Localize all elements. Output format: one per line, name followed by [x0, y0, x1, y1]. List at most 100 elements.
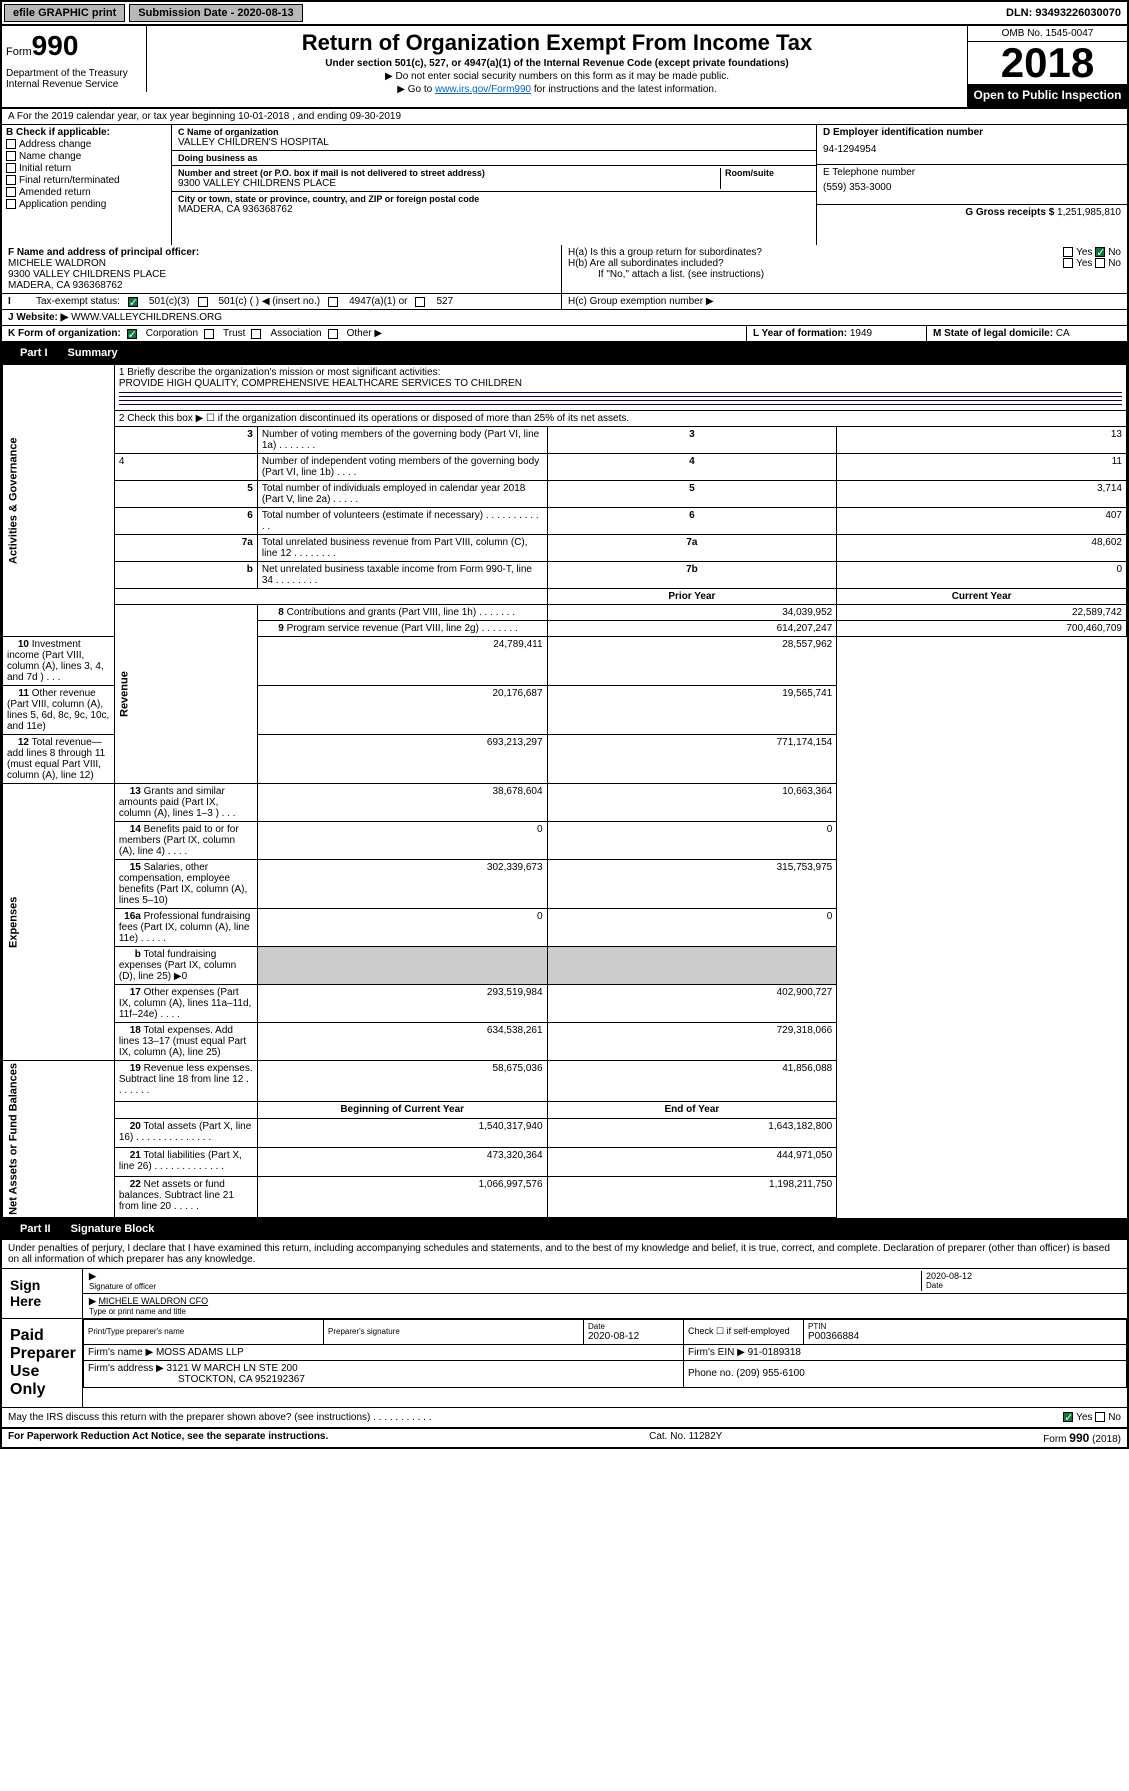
chk-trust[interactable] [204, 329, 214, 339]
chk-amended[interactable]: Amended return [6, 187, 167, 198]
main-title: Return of Organization Exempt From Incom… [155, 30, 959, 56]
chk-assoc[interactable] [251, 329, 261, 339]
ptin-label: PTIN [808, 1322, 1122, 1331]
hb-note: If "No," attach a list. (see instruction… [568, 269, 1121, 280]
street-address: 9300 VALLEY CHILDRENS PLACE [178, 178, 720, 189]
paid-preparer-label: Paid Preparer Use Only [2, 1319, 82, 1407]
discuss-yes-chk[interactable] [1063, 1412, 1073, 1422]
officer-label: F Name and address of principal officer: [8, 247, 555, 258]
chk-4947[interactable] [328, 297, 338, 307]
row-f-h: F Name and address of principal officer:… [2, 245, 1127, 294]
city-state-zip: MADERA, CA 936368762 [178, 204, 810, 215]
self-employed-chk[interactable]: Check ☐ if self-employed [684, 1319, 804, 1344]
chk-501c[interactable] [198, 297, 208, 307]
discuss-no-chk[interactable] [1095, 1412, 1105, 1422]
gross-receipts-label: G Gross receipts $ [965, 207, 1054, 218]
form-label: Form [6, 46, 32, 58]
discuss-row: May the IRS discuss this return with the… [2, 1408, 1127, 1427]
dln-label: DLN: 93493226030070 [1000, 5, 1127, 21]
table-row: 22 Net assets or fund balances. Subtract… [3, 1176, 1127, 1217]
note-instructions: ▶ Go to www.irs.gov/Form990 for instruct… [155, 84, 959, 95]
efile-button[interactable]: efile GRAPHIC print [4, 4, 125, 22]
instructions-link[interactable]: www.irs.gov/Form990 [435, 84, 531, 95]
ha-label: H(a) Is this a group return for subordin… [568, 247, 762, 258]
part2-header: Part II Signature Block [2, 1218, 1127, 1240]
current-year-hdr: Current Year [837, 589, 1127, 605]
firm-addr1: 3121 W MARCH LN STE 200 [167, 1363, 298, 1374]
table-row: 5Total number of individuals employed in… [3, 481, 1127, 508]
date-label: Date [926, 1281, 1121, 1290]
chk-address-change[interactable]: Address change [6, 139, 167, 150]
row-k-l-m: K Form of organization: Corporation Trus… [2, 326, 1127, 342]
officer-addr1: 9300 VALLEY CHILDRENS PLACE [8, 269, 555, 280]
form-footer: Form 990 (2018) [1043, 1431, 1121, 1445]
chk-501c3[interactable] [128, 297, 138, 307]
paperwork-notice: For Paperwork Reduction Act Notice, see … [8, 1431, 328, 1445]
gov-section-label: Activities & Governance [3, 365, 115, 637]
firm-addr2: STOCKTON, CA 952192367 [88, 1374, 305, 1385]
ha-no-chk[interactable] [1095, 247, 1105, 257]
header-row: Form990 Department of the Treasury Inter… [2, 26, 1127, 109]
l2-text: 2 Check this box ▶ ☐ if the organization… [114, 411, 1126, 427]
hb-no-chk[interactable] [1095, 258, 1105, 268]
box-d: D Employer identification number 94-1294… [817, 125, 1127, 245]
chk-app-pending[interactable]: Application pending [6, 199, 167, 210]
rev-section-label: Revenue [114, 605, 257, 784]
table-row: 7aTotal unrelated business revenue from … [3, 535, 1127, 562]
hc-label: H(c) Group exemption number ▶ [568, 296, 714, 307]
gross-receipts-value: 1,251,985,810 [1057, 207, 1121, 218]
officer-name-line: ▶ MICHELE WALDRON CFO Type or print name… [83, 1294, 1127, 1318]
domicile-label: M State of legal domicile: [933, 328, 1053, 339]
chk-name-change[interactable]: Name change [6, 151, 167, 162]
paid-preparer-row: Paid Preparer Use Only Print/Type prepar… [2, 1319, 1127, 1408]
ein-value: 94-1294954 [823, 144, 1121, 155]
dba-box: Doing business as [172, 151, 816, 166]
hb-yes-chk[interactable] [1063, 258, 1073, 268]
firm-phone: (209) 955-6100 [736, 1368, 804, 1379]
org-name: VALLEY CHILDREN'S HOSPITAL [178, 137, 810, 148]
telephone-label: E Telephone number [823, 167, 1121, 178]
preparer-table: Print/Type preparer's name Preparer's si… [83, 1319, 1127, 1388]
firm-ein: 91-0189318 [748, 1347, 801, 1358]
firm-addr-label: Firm's address ▶ [88, 1363, 164, 1374]
part1-title: Summary [68, 347, 118, 359]
open-public-badge: Open to Public Inspection [968, 84, 1127, 107]
sig-date: 2020-08-12 [926, 1271, 1121, 1281]
status-label: Tax-exempt status: [36, 296, 120, 307]
chk-final-return[interactable]: Final return/terminated [6, 175, 167, 186]
top-bar: efile GRAPHIC print Submission Date - 20… [2, 2, 1127, 26]
part1-num: Part I [10, 345, 58, 361]
table-row: 6Total number of volunteers (estimate if… [3, 508, 1127, 535]
chk-initial-return[interactable]: Initial return [6, 163, 167, 174]
officer-signature-line[interactable]: ▶ Signature of officer [89, 1271, 921, 1291]
discuss-question: May the IRS discuss this return with the… [8, 1412, 432, 1423]
section-a-row: A For the 2019 calendar year, or tax yea… [2, 109, 1127, 125]
form-container: efile GRAPHIC print Submission Date - 20… [0, 0, 1129, 1449]
sign-here-label: Sign Here [2, 1269, 82, 1318]
chk-other[interactable] [328, 329, 338, 339]
sign-here-row: Sign Here ▶ Signature of officer 2020-08… [2, 1268, 1127, 1319]
form-org-label: K Form of organization: [8, 328, 121, 339]
row-status-hc: I Tax-exempt status: 501(c)(3) 501(c) ( … [2, 294, 1127, 310]
website-label: Website: ▶ [16, 312, 68, 323]
org-name-box: C Name of organization VALLEY CHILDREN'S… [172, 125, 816, 151]
firm-name-label: Firm's name ▶ [88, 1347, 153, 1358]
officer-addr2: MADERA, CA 936368762 [8, 280, 555, 291]
chk-corp[interactable] [127, 329, 137, 339]
room-label: Room/suite [725, 168, 810, 178]
tax-year-range: A For the 2019 calendar year, or tax yea… [2, 109, 407, 124]
sig-officer-label: Signature of officer [89, 1282, 921, 1291]
ha-yes-chk[interactable] [1063, 247, 1073, 257]
footer-row: For Paperwork Reduction Act Notice, see … [2, 1427, 1127, 1447]
submission-date-button[interactable]: Submission Date - 2020-08-13 [129, 4, 302, 22]
boxes-row: B Check if applicable: Address change Na… [2, 125, 1127, 245]
address-label: Number and street (or P.O. box if mail i… [178, 168, 720, 178]
dba-label: Doing business as [178, 153, 810, 163]
net-section-label: Net Assets or Fund Balances [3, 1061, 115, 1218]
department-label: Department of the Treasury Internal Reve… [2, 66, 147, 92]
officer-name: MICHELE WALDRON [8, 258, 555, 269]
table-row: 20 Total assets (Part X, line 16) . . . … [3, 1118, 1127, 1147]
box-c: C Name of organization VALLEY CHILDREN'S… [172, 125, 817, 245]
box-b-label: B Check if applicable: [6, 127, 167, 138]
chk-527[interactable] [415, 297, 425, 307]
